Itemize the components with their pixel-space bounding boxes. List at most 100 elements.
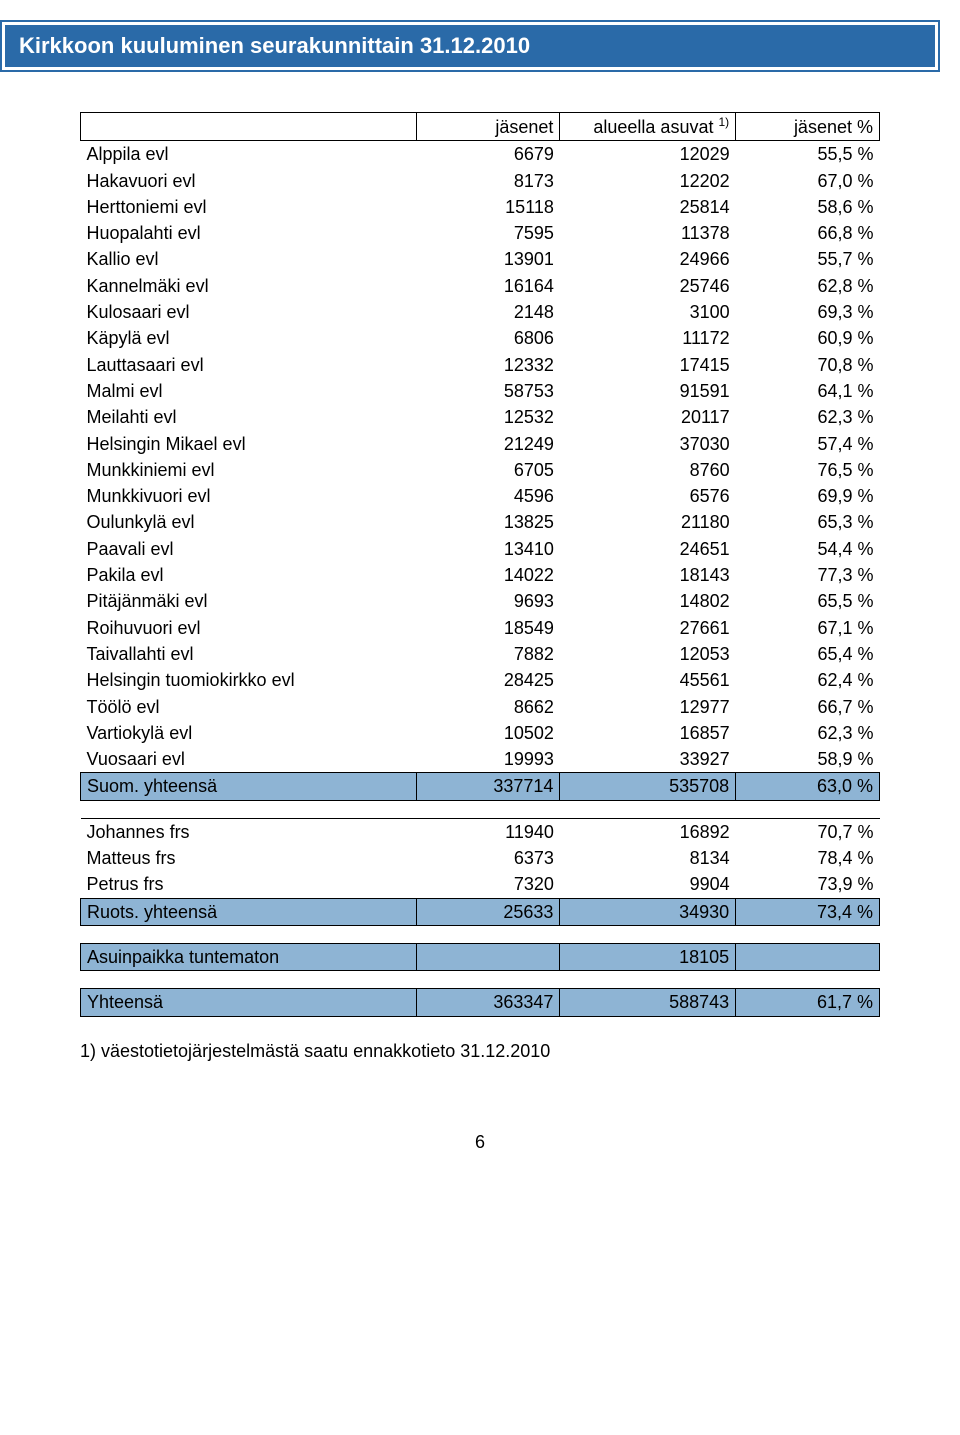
table-row: Oulunkylä evl138252118065,3 % <box>81 509 880 535</box>
row-pct: 70,7 % <box>736 818 880 845</box>
row-alueella: 8134 <box>560 845 736 871</box>
table-row: Taivallahti evl78821205365,4 % <box>81 641 880 667</box>
row-name: Oulunkylä evl <box>81 509 417 535</box>
row-pct: 57,4 % <box>736 431 880 457</box>
row-jasenet: 14022 <box>416 562 560 588</box>
row-jasenet: 13825 <box>416 509 560 535</box>
row-jasenet: 6679 <box>416 141 560 168</box>
header-alueella: alueella asuvat 1) <box>560 113 736 141</box>
unknown-empty1 <box>416 943 560 970</box>
row-name: Meilahti evl <box>81 404 417 430</box>
unknown-location-row: Asuinpaikka tuntematon 18105 <box>81 943 880 970</box>
row-jasenet: 6806 <box>416 325 560 351</box>
row-name: Matteus frs <box>81 845 417 871</box>
unknown-name: Asuinpaikka tuntematon <box>81 943 417 970</box>
row-name: Roihuvuori evl <box>81 615 417 641</box>
row-alueella: 24966 <box>560 246 736 272</box>
grand-total-row: Yhteensä 363347 588743 61,7 % <box>81 989 880 1016</box>
title-bar: Kirkkoon kuuluminen seurakunnittain 31.1… <box>0 20 940 72</box>
grand-total-jasenet: 363347 <box>416 989 560 1016</box>
finnish-total-row: Suom. yhteensä 337714 535708 63,0 % <box>81 773 880 800</box>
grand-total-name: Yhteensä <box>81 989 417 1016</box>
row-name: Herttoniemi evl <box>81 194 417 220</box>
row-alueella: 25814 <box>560 194 736 220</box>
table-row: Kulosaari evl2148310069,3 % <box>81 299 880 325</box>
page-number: 6 <box>0 1132 960 1153</box>
row-jasenet: 28425 <box>416 667 560 693</box>
row-alueella: 12053 <box>560 641 736 667</box>
row-name: Pitäjänmäki evl <box>81 588 417 614</box>
row-name: Alppila evl <box>81 141 417 168</box>
row-pct: 55,7 % <box>736 246 880 272</box>
table-row: Meilahti evl125322011762,3 % <box>81 404 880 430</box>
row-jasenet: 2148 <box>416 299 560 325</box>
table-row: Alppila evl66791202955,5 % <box>81 141 880 168</box>
table-row: Herttoniemi evl151182581458,6 % <box>81 194 880 220</box>
row-jasenet: 8662 <box>416 694 560 720</box>
row-alueella: 20117 <box>560 404 736 430</box>
swedish-total-row: Ruots. yhteensä 25633 34930 73,4 % <box>81 898 880 925</box>
row-name: Malmi evl <box>81 378 417 404</box>
row-jasenet: 15118 <box>416 194 560 220</box>
table-row: Pitäjänmäki evl96931480265,5 % <box>81 588 880 614</box>
table-row: Matteus frs6373813478,4 % <box>81 845 880 871</box>
row-name: Petrus frs <box>81 871 417 898</box>
table-row: Hakavuori evl81731220267,0 % <box>81 168 880 194</box>
table-row: Lauttasaari evl123321741570,8 % <box>81 352 880 378</box>
row-alueella: 27661 <box>560 615 736 641</box>
table-row: Huopalahti evl75951137866,8 % <box>81 220 880 246</box>
row-pct: 73,9 % <box>736 871 880 898</box>
total-pct: 73,4 % <box>736 898 880 925</box>
row-alueella: 6576 <box>560 483 736 509</box>
row-pct: 76,5 % <box>736 457 880 483</box>
row-pct: 55,5 % <box>736 141 880 168</box>
row-alueella: 16857 <box>560 720 736 746</box>
table-row: Kannelmäki evl161642574662,8 % <box>81 273 880 299</box>
grand-total-pct: 61,7 % <box>736 989 880 1016</box>
row-pct: 70,8 % <box>736 352 880 378</box>
row-pct: 64,1 % <box>736 378 880 404</box>
row-pct: 77,3 % <box>736 562 880 588</box>
row-name: Töölö evl <box>81 694 417 720</box>
row-alueella: 12202 <box>560 168 736 194</box>
row-name: Vuosaari evl <box>81 746 417 773</box>
row-jasenet: 16164 <box>416 273 560 299</box>
row-name: Vartiokylä evl <box>81 720 417 746</box>
row-name: Munkkivuori evl <box>81 483 417 509</box>
row-pct: 69,3 % <box>736 299 880 325</box>
unknown-value: 18105 <box>560 943 736 970</box>
table-row: Vartiokylä evl105021685762,3 % <box>81 720 880 746</box>
row-jasenet: 7320 <box>416 871 560 898</box>
row-alueella: 33927 <box>560 746 736 773</box>
row-pct: 66,8 % <box>736 220 880 246</box>
row-name: Hakavuori evl <box>81 168 417 194</box>
row-pct: 78,4 % <box>736 845 880 871</box>
table-header-row: jäsenet alueella asuvat 1) jäsenet % <box>81 113 880 141</box>
row-alueella: 21180 <box>560 509 736 535</box>
header-jasenet: jäsenet <box>416 113 560 141</box>
row-alueella: 11378 <box>560 220 736 246</box>
table-row: Töölö evl86621297766,7 % <box>81 694 880 720</box>
row-name: Kannelmäki evl <box>81 273 417 299</box>
row-name: Helsingin tuomiokirkko evl <box>81 667 417 693</box>
row-alueella: 16892 <box>560 818 736 845</box>
row-name: Paavali evl <box>81 536 417 562</box>
row-pct: 62,3 % <box>736 404 880 430</box>
row-name: Lauttasaari evl <box>81 352 417 378</box>
grand-total-alueella: 588743 <box>560 989 736 1016</box>
row-name: Taivallahti evl <box>81 641 417 667</box>
total-pct: 63,0 % <box>736 773 880 800</box>
row-pct: 62,8 % <box>736 273 880 299</box>
row-name: Munkkiniemi evl <box>81 457 417 483</box>
row-jasenet: 18549 <box>416 615 560 641</box>
row-jasenet: 6373 <box>416 845 560 871</box>
row-alueella: 91591 <box>560 378 736 404</box>
row-alueella: 8760 <box>560 457 736 483</box>
total-name: Ruots. yhteensä <box>81 898 417 925</box>
total-jasenet: 337714 <box>416 773 560 800</box>
row-alueella: 45561 <box>560 667 736 693</box>
header-name <box>81 113 417 141</box>
row-name: Kallio evl <box>81 246 417 272</box>
row-name: Käpylä evl <box>81 325 417 351</box>
total-alueella: 34930 <box>560 898 736 925</box>
